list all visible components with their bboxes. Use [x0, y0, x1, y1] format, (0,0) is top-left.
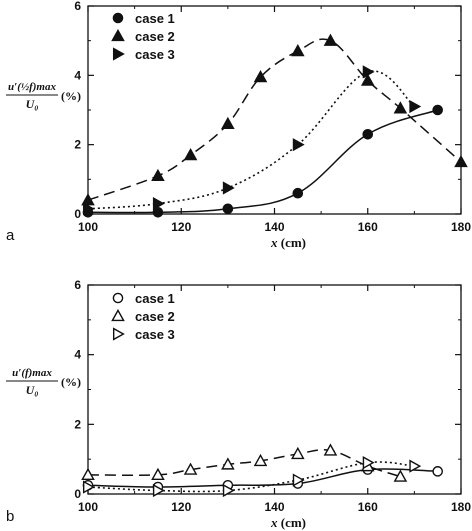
series-3-point	[152, 197, 165, 211]
y-tick-label: 6	[74, 278, 81, 292]
series-1-line	[87, 109, 438, 214]
x-tick-label: 180	[451, 500, 471, 514]
legend-marker-1	[112, 292, 124, 304]
series-2-line	[87, 449, 401, 478]
y-tick-label: 2	[74, 138, 81, 152]
y-axis-label-unit: (%)	[61, 375, 81, 389]
series-2-point	[183, 462, 198, 475]
y-tick-label: 4	[74, 348, 81, 362]
series-3-point	[409, 99, 422, 114]
series-3-line	[87, 461, 415, 493]
x-axis-label: x (cm)	[270, 515, 306, 530]
series-2-point	[183, 148, 198, 161]
series-2-point	[360, 73, 375, 86]
x-tick-label: 160	[358, 220, 378, 234]
y-axis-label-unit: (%)	[61, 89, 81, 103]
y-tick-label: 4	[74, 68, 81, 82]
series-2-point	[291, 446, 305, 460]
x-axis-label: x (cm)	[270, 235, 306, 250]
legend-label-3: case 3	[135, 47, 175, 62]
series-1	[82, 464, 443, 493]
x-tick-label: 140	[264, 220, 284, 234]
series-2-point	[393, 101, 408, 114]
legend-label-3: case 3	[135, 327, 175, 342]
legend-label-2: case 2	[135, 29, 175, 44]
series-1	[82, 104, 443, 218]
legend-label-2: case 2	[135, 309, 175, 324]
x-tick-label: 180	[451, 220, 471, 234]
legend-marker-1	[112, 12, 124, 24]
x-tick-label: 120	[171, 500, 191, 514]
series-2-point	[81, 193, 95, 206]
panel-a: 100 120 140 160 180 0 2 4 6 x (cm) u′(½f)max U₀ (%) a…	[6, 0, 471, 250]
y-tick-label: 6	[74, 0, 81, 13]
series-1-point	[152, 206, 164, 218]
series-2-point	[323, 33, 338, 46]
x-tick-label: 100	[78, 220, 98, 234]
legend-marker-3	[112, 47, 125, 61]
legend-label-1: case 1	[135, 11, 175, 26]
y-axis-label: u′(½f)max U₀ (%)	[6, 81, 81, 111]
series-1-point	[362, 128, 374, 140]
y-tick-label: 0	[74, 207, 81, 221]
x-axis-label-var: x	[270, 515, 278, 530]
legend-marker-2	[111, 28, 125, 42]
x-tick-label: 140	[264, 500, 284, 514]
x-axis-label-unit: (cm)	[281, 515, 306, 530]
series-2-point	[221, 116, 235, 130]
y-tick-label: 2	[74, 417, 81, 431]
series-3-point	[152, 483, 165, 498]
legend-marker-3	[112, 327, 125, 341]
legend: case 1 case 2 case 3	[111, 291, 175, 342]
legend-marker-2	[111, 308, 125, 322]
series-3-point	[292, 473, 305, 487]
series-2-line	[87, 38, 462, 201]
x-tick-label: 160	[358, 500, 378, 514]
panel-b: 100 120 140 160 180 0 2 4 6 x (cm) u′(f)max U₀ (%) b c…	[6, 278, 471, 530]
series-1-point	[292, 187, 304, 199]
x-axis-label-unit: (cm)	[281, 235, 306, 250]
panel-letter: a	[6, 227, 15, 244]
series-3-point	[362, 65, 375, 79]
y-axis-label-numerator: u′(½f)max	[8, 81, 57, 93]
series-1-line	[87, 468, 438, 488]
series-2-point	[454, 154, 468, 168]
y-axis-label-numerator: u′(f)max	[12, 367, 52, 379]
legend: case 1 case 2 case 3	[111, 11, 175, 62]
series-2-point	[291, 44, 305, 57]
series-3-point	[82, 202, 95, 216]
series-2-point	[151, 467, 165, 481]
y-axis-label: u′(f)max U₀ (%)	[6, 367, 81, 397]
series-3-point	[409, 459, 422, 473]
legend-label-1: case 1	[135, 291, 175, 306]
y-tick-label: 0	[74, 487, 81, 501]
panel-letter: b	[6, 508, 14, 525]
y-axis-label-denominator: U₀	[26, 383, 39, 397]
x-tick-label: 100	[78, 500, 98, 514]
y-axis-label-denominator: U₀	[26, 97, 39, 111]
series-3-point	[222, 483, 235, 498]
series-2-point	[81, 467, 95, 481]
series-2-point	[393, 469, 408, 482]
series-2-point	[253, 453, 268, 467]
series-3	[82, 456, 422, 498]
x-axis-label-var: x	[270, 235, 278, 250]
series-2-point	[151, 168, 165, 182]
series-3-point	[222, 181, 235, 195]
series-3	[82, 65, 422, 216]
series-1-point	[222, 203, 234, 215]
series-3-point	[362, 456, 375, 470]
series-2-point	[323, 443, 338, 456]
series-1-point	[432, 104, 443, 116]
x-tick-label: 120	[171, 220, 191, 234]
series-3-line	[87, 70, 415, 210]
series-3-point	[82, 480, 95, 494]
series-2-point	[221, 457, 235, 470]
series-2	[81, 443, 408, 482]
series-2	[81, 33, 468, 206]
series-1-point	[432, 466, 443, 477]
series-2-point	[253, 70, 268, 83]
series-3-point	[292, 138, 305, 152]
